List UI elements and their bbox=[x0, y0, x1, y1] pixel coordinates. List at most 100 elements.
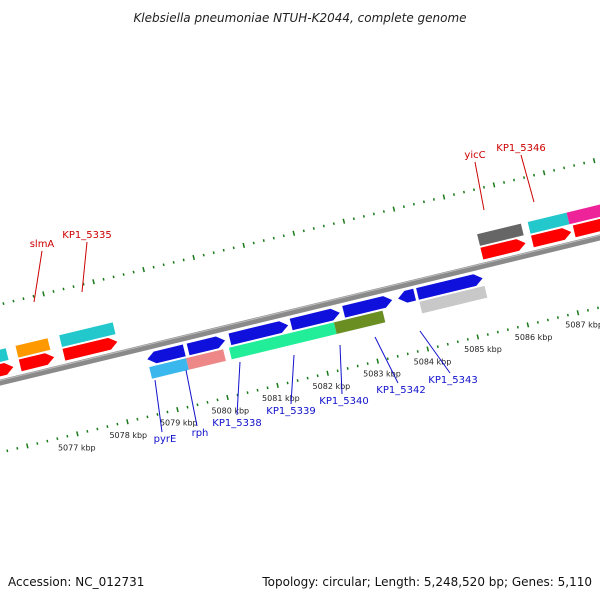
bottom-scale-tick bbox=[406, 352, 409, 356]
gene-feature-9[interactable] bbox=[480, 239, 526, 260]
gene-feature-13[interactable] bbox=[186, 336, 226, 356]
gene-feature-6[interactable] bbox=[0, 363, 14, 382]
gene-feature-3[interactable] bbox=[477, 223, 524, 246]
kbp-label: 5085 kbp bbox=[464, 345, 502, 354]
bottom-scale-tick bbox=[426, 346, 430, 352]
gene-feature-23[interactable] bbox=[419, 285, 488, 314]
top-scale-tick bbox=[142, 267, 145, 273]
top-scale-tick bbox=[282, 234, 285, 238]
bottom-scale-tick bbox=[596, 306, 599, 310]
gene-label-KP1_5346[interactable]: KP1_5346 bbox=[496, 143, 545, 154]
gene-label-KP1_5340[interactable]: KP1_5340 bbox=[319, 396, 368, 407]
top-scale-tick bbox=[252, 241, 255, 245]
gene-feature-14[interactable] bbox=[228, 321, 289, 346]
gene-feature-7[interactable] bbox=[18, 353, 55, 372]
bottom-scale-tick bbox=[16, 446, 19, 450]
gene-feature-19[interactable] bbox=[149, 358, 189, 379]
gene-label-KP1_5340-leader bbox=[339, 344, 343, 395]
bottom-scale-tick bbox=[186, 405, 189, 409]
bottom-scale-tick bbox=[486, 333, 489, 336]
bottom-scale-tick bbox=[566, 313, 569, 317]
kbp-label: 5077 kbp bbox=[58, 443, 96, 452]
gene-feature-21[interactable] bbox=[228, 322, 337, 360]
gene-feature-17[interactable] bbox=[398, 288, 416, 303]
accession-label: Accession: NC_012731 bbox=[8, 575, 144, 589]
gene-feature-5[interactable] bbox=[566, 201, 600, 225]
kbp-label: 5084 kbp bbox=[414, 357, 452, 366]
top-scale-tick bbox=[42, 291, 45, 297]
top-scale-tick bbox=[472, 188, 476, 192]
bottom-scale-tick bbox=[586, 308, 589, 312]
bottom-scale-tick bbox=[76, 431, 79, 437]
gene-label-slmA[interactable]: slmA bbox=[30, 239, 55, 250]
bottom-scale-tick bbox=[226, 394, 229, 401]
bottom-scale-tick bbox=[136, 417, 139, 421]
bottom-scale-tick bbox=[36, 442, 39, 445]
gene-label-pyrE[interactable]: pyrE bbox=[154, 434, 177, 445]
bottom-scale-tick bbox=[126, 419, 129, 425]
gene-feature-20[interactable] bbox=[186, 349, 226, 370]
gene-feature-10[interactable] bbox=[531, 228, 572, 248]
top-scale-tick bbox=[312, 227, 315, 230]
top-scale-tick bbox=[132, 270, 135, 274]
gene-label-rph[interactable]: rph bbox=[192, 428, 209, 439]
top-scale-tick bbox=[382, 210, 385, 213]
bottom-scale-tick bbox=[266, 386, 269, 390]
gene-feature-16[interactable] bbox=[342, 296, 393, 318]
top-scale-tick bbox=[202, 253, 205, 257]
gene-label-KP1_5338[interactable]: KP1_5338 bbox=[212, 418, 261, 429]
gene-label-yicC[interactable]: yicC bbox=[464, 150, 485, 161]
bottom-scale-tick bbox=[246, 391, 249, 395]
gene-feature-18[interactable] bbox=[416, 274, 483, 300]
bottom-scale-tick bbox=[436, 345, 439, 349]
bottom-scale-tick bbox=[456, 340, 459, 344]
gene-feature-0[interactable] bbox=[0, 348, 9, 368]
top-scale-tick bbox=[232, 246, 235, 250]
kbp-label: 5087 kbp bbox=[565, 321, 600, 330]
gene-feature-1[interactable] bbox=[15, 338, 51, 358]
bottom-scale-tick bbox=[116, 422, 119, 426]
bottom-scale-tick bbox=[166, 410, 169, 414]
top-scale-tick bbox=[262, 239, 265, 242]
bottom-scale-tick bbox=[376, 358, 380, 364]
top-scale-tick bbox=[432, 198, 435, 201]
top-scale-tick bbox=[482, 185, 486, 189]
gene-label-pyrE-leader bbox=[154, 379, 163, 433]
bottom-scale-tick bbox=[386, 357, 389, 361]
top-scale-tick bbox=[342, 218, 346, 224]
bottom-scale-tick bbox=[556, 316, 559, 319]
gene-feature-22[interactable] bbox=[333, 310, 386, 334]
top-scale-tick bbox=[412, 202, 415, 206]
bottom-scale-tick bbox=[476, 334, 480, 340]
gene-label-slmA-leader bbox=[33, 250, 43, 303]
top-scale-tick bbox=[12, 299, 15, 303]
genome-title: Klebsiella pneumoniae NTUH-K2044, comple… bbox=[133, 11, 466, 25]
bottom-scale-tick bbox=[346, 367, 349, 370]
gene-label-KP1_5343-leader bbox=[419, 330, 451, 374]
gene-feature-15[interactable] bbox=[289, 308, 340, 331]
gene-label-KP1_5342[interactable]: KP1_5342 bbox=[376, 385, 425, 396]
kbp-label: 5086 kbp bbox=[515, 333, 553, 342]
bottom-scale-tick bbox=[366, 362, 369, 365]
gene-label-KP1_5339[interactable]: KP1_5339 bbox=[266, 406, 315, 417]
top-scale-tick bbox=[112, 275, 115, 279]
gene-feature-4[interactable] bbox=[527, 212, 570, 234]
gene-feature-8[interactable] bbox=[62, 337, 118, 361]
top-scale-tick bbox=[242, 242, 246, 249]
gene-feature-11[interactable] bbox=[572, 217, 600, 238]
top-scale-tick bbox=[102, 277, 105, 281]
gene-feature-2[interactable] bbox=[59, 322, 116, 347]
bottom-scale-tick bbox=[106, 425, 109, 428]
bottom-scale-tick bbox=[546, 318, 549, 322]
bottom-scale-tick bbox=[396, 354, 399, 358]
gene-feature-12[interactable] bbox=[147, 344, 186, 364]
gene-label-KP1_5335[interactable]: KP1_5335 bbox=[62, 230, 111, 241]
top-scale-tick bbox=[212, 251, 215, 255]
top-scale-tick bbox=[533, 173, 536, 177]
bottom-scale-tick bbox=[496, 330, 499, 334]
gene-label-KP1_5343[interactable]: KP1_5343 bbox=[428, 375, 477, 386]
bottom-scale-tick bbox=[506, 328, 509, 332]
bottom-scale-tick bbox=[196, 403, 199, 407]
top-scale-tick bbox=[92, 279, 95, 285]
bottom-scale-tick bbox=[516, 325, 519, 329]
